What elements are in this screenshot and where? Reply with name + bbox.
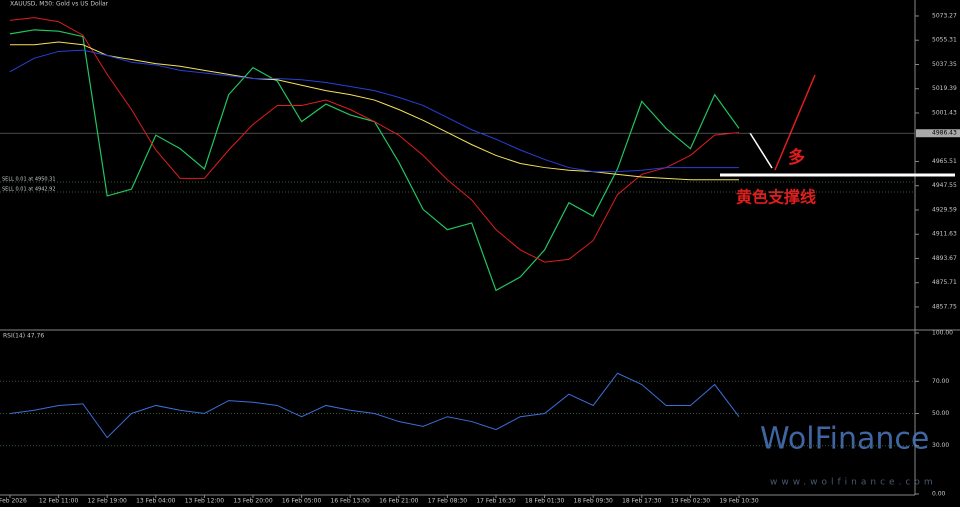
y-tick-label: 4893.67 (932, 255, 957, 262)
y-tick-label: 4911.63 (932, 231, 957, 238)
last-price-box (916, 129, 960, 138)
series-line (10, 41, 739, 181)
x-tick-label: 16 Feb 21:00 (379, 498, 419, 505)
y-tick-label: 5001.43 (932, 109, 957, 116)
x-tick-label: 19 Feb 02:30 (671, 498, 711, 505)
x-tick-label: 13 Feb 12:00 (185, 498, 225, 505)
annotation: 黄色支撑线 (736, 188, 816, 207)
x-tick-label: 12 Feb 19:00 (88, 498, 128, 505)
watermark-url: www.wolfinance.com (770, 478, 937, 488)
x-tick-label: 18 Feb 09:30 (574, 498, 614, 505)
down-arrow (749, 132, 773, 169)
x-tick-label: 16 Feb 13:00 (331, 498, 371, 505)
x-tick-label: 16 Feb 05:00 (282, 498, 322, 505)
x-tick-label: 2 Feb 2026 (0, 498, 27, 505)
chart-title: XAUUSD, M30: Gold vs US Dollar (10, 1, 109, 8)
series-line (9, 372, 740, 439)
x-tick-label: 17 Feb 16:30 (476, 498, 516, 505)
y-tick-label: 70.00 (932, 378, 949, 385)
x-tick-label: 18 Feb 17:30 (622, 498, 662, 505)
y-tick-label: 4857.75 (932, 303, 957, 310)
watermark: WolFinance (760, 422, 929, 457)
series-line (9, 49, 739, 173)
x-tick-label: 13 Feb 20:00 (233, 498, 273, 505)
up-arrow (774, 74, 816, 171)
series-line (9, 17, 740, 263)
annotation: 多 (788, 147, 805, 168)
x-tick-label: 12 Feb 11:00 (39, 498, 79, 505)
y-tick-label: 0.00 (932, 491, 946, 498)
y-tick-label: 5019.39 (932, 85, 957, 92)
x-tick-label: 13 Feb 04:00 (136, 498, 176, 505)
y-tick-label: 4965.51 (932, 158, 957, 165)
last-price-label: 4986.43 (932, 130, 957, 137)
order-label: SELL 0.01 at 4942.92 (2, 186, 56, 192)
x-tick-label: 19 Feb 10:30 (719, 498, 759, 505)
y-tick-label: 5055.31 (932, 37, 957, 44)
y-tick-label: 5073.27 (932, 12, 957, 19)
y-tick-label: 4947.55 (932, 182, 957, 189)
y-tick-label: 50.00 (932, 410, 949, 417)
y-tick-label: 5037.35 (932, 61, 957, 68)
y-tick-label: 4875.71 (932, 279, 957, 286)
y-tick-label: 30.00 (932, 442, 949, 449)
x-tick-label: 18 Feb 01:30 (525, 498, 565, 505)
y-tick-label: 100.00 (932, 330, 953, 337)
order-label: SELL 0.01 at 4950.31 (2, 176, 56, 182)
x-tick-label: 17 Feb 08:30 (428, 498, 468, 505)
rsi-title: RSI(14) 47.76 (3, 333, 44, 340)
y-tick-label: 4929.59 (932, 206, 957, 213)
